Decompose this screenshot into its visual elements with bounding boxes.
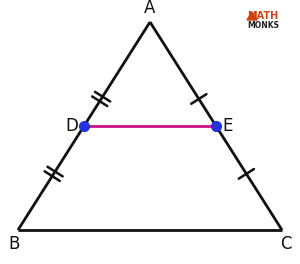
Text: C: C bbox=[280, 235, 292, 253]
Text: MONKS: MONKS bbox=[247, 21, 279, 30]
Text: D: D bbox=[65, 117, 78, 135]
Text: A: A bbox=[144, 0, 156, 17]
Text: MATH: MATH bbox=[248, 11, 279, 21]
Text: B: B bbox=[8, 235, 20, 253]
Polygon shape bbox=[247, 12, 257, 20]
Text: E: E bbox=[222, 117, 232, 135]
